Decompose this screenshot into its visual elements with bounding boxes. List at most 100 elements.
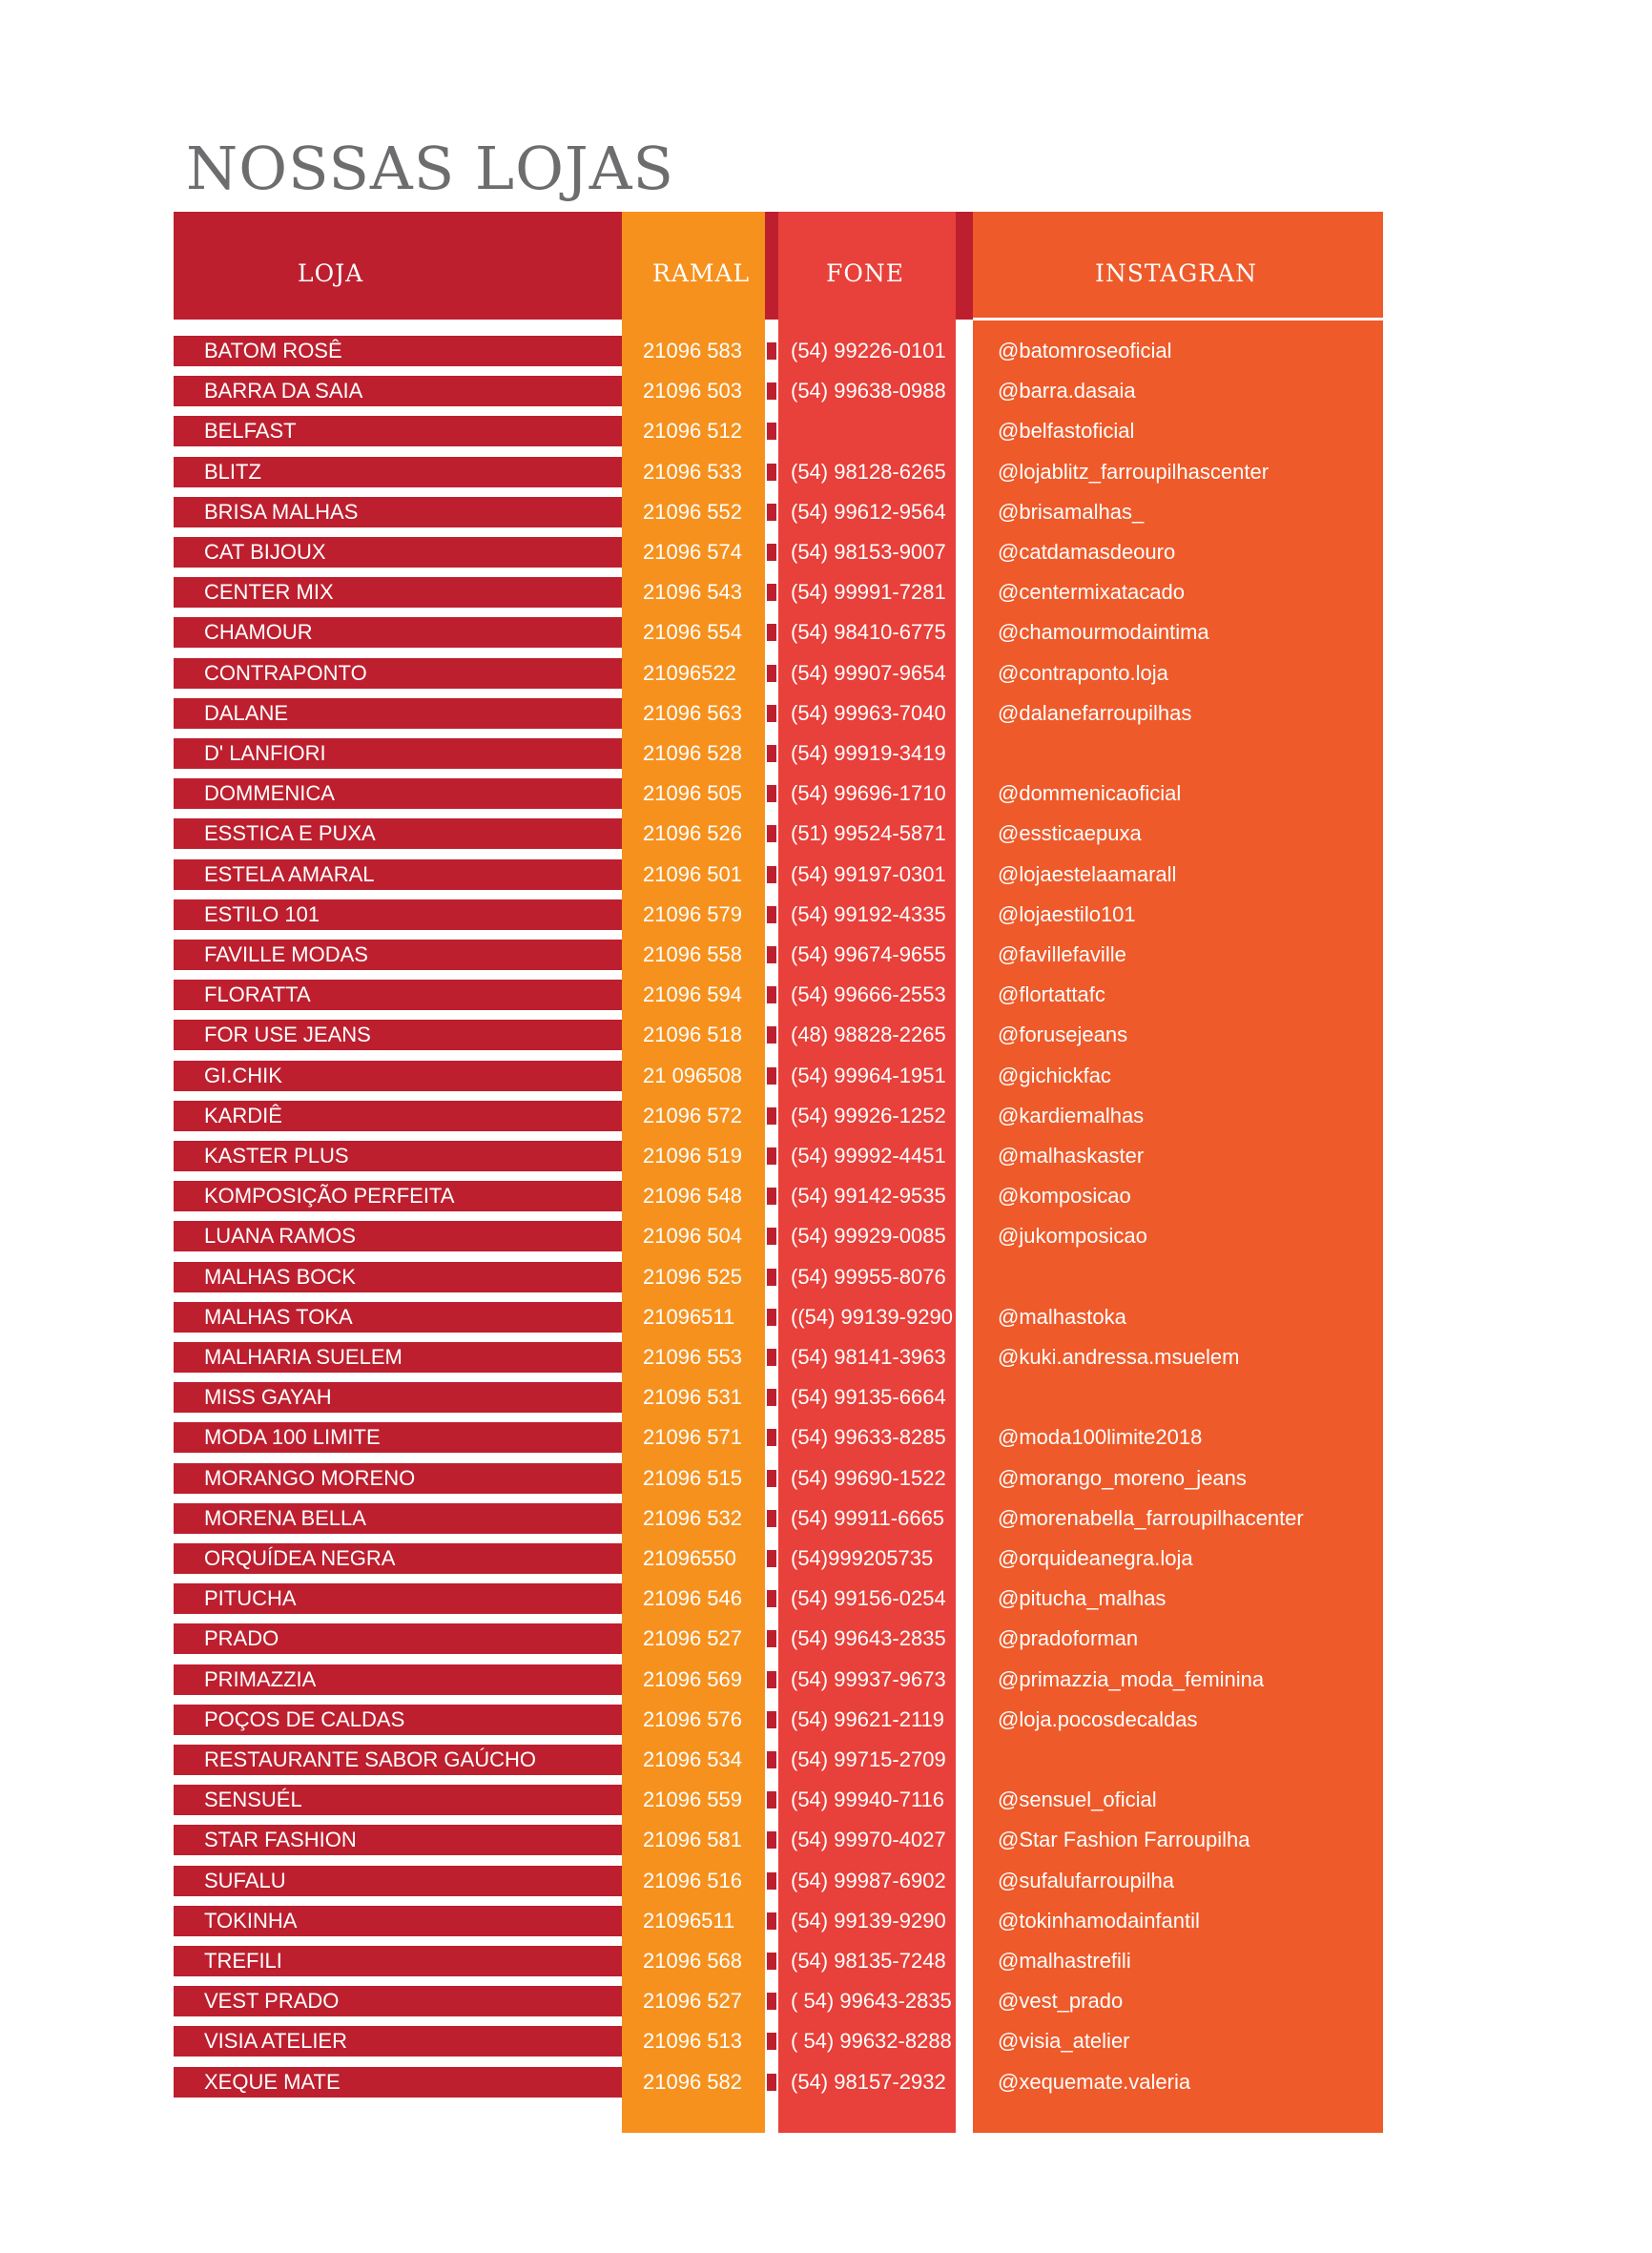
store-instagram[interactable]: @loja.pocosdecaldas (998, 1707, 1198, 1731)
store-phone: (54) 98157-2932 (791, 2070, 946, 2094)
store-ramal: 21096 546 (643, 1586, 742, 1610)
store-instagram[interactable]: @kuki.andressa.msuelem (998, 1345, 1240, 1369)
store-instagram[interactable]: @sufalufarroupilha (998, 1869, 1174, 1892)
store-instagram[interactable]: @forusejeans (998, 1023, 1128, 1046)
row-bar (174, 1382, 622, 1413)
store-phone: (54) 98410-6775 (791, 620, 946, 644)
store-instagram[interactable]: @batomroseoficial (998, 339, 1172, 362)
store-instagram[interactable]: @jukomposicao (998, 1224, 1147, 1248)
row-bar (174, 818, 622, 849)
store-instagram[interactable]: @brisamalhas_ (998, 500, 1145, 524)
table-row: FOR USE JEANS 21096 518 (48) 98828-2265 @fo… (0, 1020, 1652, 1050)
store-name: KASTER PLUS (204, 1144, 349, 1168)
row-bar (174, 1785, 622, 1815)
store-instagram[interactable]: @lojaestelaamarall (998, 862, 1177, 886)
row-separator (958, 1831, 969, 1849)
row-separator (767, 544, 776, 561)
store-instagram[interactable]: @lojablitz_farroupilhascenter (998, 460, 1270, 484)
store-name: D' LANFIORI (204, 741, 326, 765)
row-separator (767, 584, 776, 601)
store-phone: (54) 99970-4027 (791, 1828, 946, 1851)
store-instagram[interactable]: @belfastoficial (998, 419, 1135, 443)
table-row: KASTER PLUS 21096 519 (54) 99992-4451 @malh… (0, 1141, 1652, 1171)
row-separator (767, 785, 776, 802)
row-separator (958, 745, 969, 762)
store-phone: (54) 99992-4451 (791, 1144, 946, 1168)
row-separator (958, 1429, 969, 1446)
table-row: RESTAURANTE SABOR GAÚCHO 21096 534 (54) 99… (0, 1745, 1652, 1775)
store-instagram[interactable]: @xequemate.valeria (998, 2070, 1191, 2094)
store-instagram[interactable]: @dommenicaoficial (998, 781, 1182, 805)
store-phone: ( 54) 99643-2835 (791, 1989, 952, 2013)
page-title: NOSSAS LOJAS (186, 134, 674, 203)
row-bar (174, 1221, 622, 1251)
row-separator (767, 906, 776, 923)
store-instagram[interactable]: @vest_prado (998, 1989, 1124, 2013)
store-name: MALHAS TOKA (204, 1305, 353, 1329)
table-row: MODA 100 LIMITE 21096 571 (54) 99633-8285 @… (0, 1422, 1652, 1453)
store-instagram[interactable]: @contraponto.loja (998, 661, 1168, 685)
store-instagram[interactable]: @tokinhamodainfantil (998, 1909, 1200, 1933)
row-bar (174, 376, 622, 406)
store-instagram[interactable]: @dalanefarroupilhas (998, 701, 1192, 725)
store-instagram[interactable]: @morenabella_farroupilhacenter (998, 1506, 1304, 1530)
store-instagram[interactable]: @chamourmodaintima (998, 620, 1209, 644)
store-phone: (54) 99937-9673 (791, 1667, 946, 1691)
store-instagram[interactable]: @visia_atelier (998, 2029, 1130, 2053)
store-name: DALANE (204, 701, 289, 725)
row-separator (958, 1389, 969, 1406)
store-name: VEST PRADO (204, 1989, 340, 2013)
row-bar (174, 1302, 622, 1333)
store-instagram[interactable]: @essticaepuxa (998, 821, 1142, 845)
store-instagram[interactable]: @malhaskaster (998, 1144, 1145, 1168)
store-instagram[interactable]: @barra.dasaia (998, 379, 1136, 403)
instagram-column-band (973, 212, 1383, 2133)
store-instagram[interactable]: @flortattafc (998, 982, 1105, 1006)
store-instagram[interactable]: @lojaestilo101 (998, 902, 1136, 926)
store-instagram[interactable]: @sensuel_oficial (998, 1788, 1157, 1811)
row-bar (174, 2026, 622, 2057)
row-separator (958, 1147, 969, 1165)
store-name: PRADO (204, 1626, 279, 1650)
row-separator (958, 2074, 969, 2091)
store-phone: (54) 99929-0085 (791, 1224, 946, 1248)
store-instagram[interactable]: @pitucha_malhas (998, 1586, 1167, 1610)
store-instagram[interactable]: @moda100limite2018 (998, 1425, 1203, 1449)
store-instagram[interactable]: @malhastrefili (998, 1949, 1131, 1973)
row-bar (174, 980, 622, 1010)
store-name: BARRA DA SAIA (204, 379, 363, 403)
store-instagram[interactable]: @orquideanegra.loja (998, 1546, 1193, 1570)
store-instagram[interactable]: @primazzia_moda_feminina (998, 1667, 1265, 1691)
store-instagram[interactable]: @gichickfac (998, 1064, 1111, 1087)
store-name: FLORATTA (204, 982, 311, 1006)
store-instagram[interactable]: @Star Fashion Farroupilha (998, 1828, 1250, 1851)
store-instagram[interactable]: @favillefaville (998, 942, 1126, 966)
store-instagram[interactable]: @centermixatacado (998, 580, 1185, 604)
loja-header-band (174, 212, 622, 320)
store-instagram[interactable]: @morango_moreno_jeans (998, 1466, 1247, 1490)
row-bar (174, 1745, 622, 1775)
store-instagram[interactable]: @malhastoka (998, 1305, 1126, 1329)
table-row: BARRA DA SAIA 21096 503 (54) 99638-0988 @ba… (0, 376, 1652, 406)
row-bar (174, 497, 622, 527)
store-instagram[interactable]: @catdamasdeouro (998, 540, 1176, 564)
store-phone: (54) 99690-1522 (791, 1466, 946, 1490)
store-instagram[interactable]: @kardiemalhas (998, 1104, 1145, 1127)
store-phone: ( 54) 99632-8288 (791, 2029, 952, 2053)
store-ramal: 21096 572 (643, 1104, 742, 1127)
store-ramal: 21096 569 (643, 1667, 742, 1691)
row-separator (767, 1269, 776, 1286)
table-row: ESTILO 101 21096 579 (54) 99192-4335 @lojae… (0, 899, 1652, 930)
table-row: MALHAS TOKA 21096511 ((54) 99139-9290 @malh… (0, 1302, 1652, 1333)
table-row: GI.CHIK 21 096508 (54) 99964-1951 @gichickf… (0, 1061, 1652, 1091)
row-separator (767, 1791, 776, 1809)
store-instagram[interactable]: @pradoforman (998, 1626, 1139, 1650)
store-instagram[interactable]: @komposicao (998, 1184, 1131, 1208)
store-name: CAT BIJOUX (204, 540, 326, 564)
store-ramal: 21096 519 (643, 1144, 742, 1168)
store-name: TOKINHA (204, 1909, 298, 1933)
store-ramal: 21096 527 (643, 1626, 742, 1650)
store-ramal: 21096 583 (643, 339, 742, 362)
store-phone: (54) 99963-7040 (791, 701, 946, 725)
table-row: BELFAST 21096 512 @belfastoficial (0, 416, 1652, 446)
